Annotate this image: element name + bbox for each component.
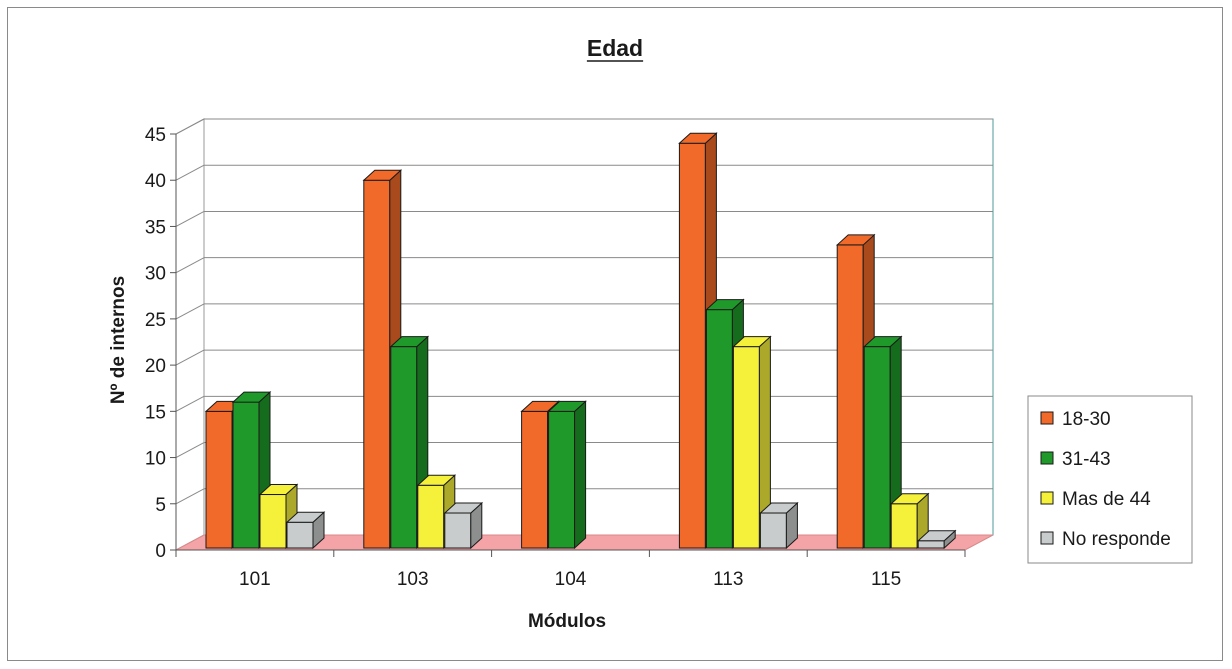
bar-front bbox=[390, 346, 418, 549]
bar-top bbox=[889, 493, 930, 505]
bar-top bbox=[547, 400, 587, 412]
bar-front bbox=[705, 309, 733, 549]
y-tick-label: 0 bbox=[155, 541, 166, 562]
legend-swatch bbox=[1040, 411, 1054, 425]
gridline-side bbox=[175, 488, 205, 505]
bars bbox=[204, 132, 957, 550]
y-tick-label: 5 bbox=[155, 495, 166, 516]
y-tick-label: 30 bbox=[145, 264, 166, 285]
bar-top bbox=[732, 336, 772, 348]
gridline-side bbox=[175, 257, 205, 274]
x-tick-label: 103 bbox=[397, 569, 429, 590]
gridline-side bbox=[175, 164, 205, 181]
x-tick-label: 115 bbox=[871, 569, 901, 590]
bar-top bbox=[443, 502, 484, 514]
bar-front bbox=[678, 142, 706, 549]
bar-front bbox=[521, 410, 549, 549]
bar-top bbox=[416, 474, 457, 486]
legend-item: No responde bbox=[1040, 529, 1171, 550]
x-axis: 101 103 104 113 115 bbox=[175, 549, 966, 590]
legend-label: Mas de 44 bbox=[1062, 489, 1151, 510]
side-wall-panel bbox=[175, 118, 205, 551]
bar bbox=[889, 492, 930, 550]
gridline-side bbox=[175, 303, 205, 320]
bar-front bbox=[444, 512, 472, 549]
bar bbox=[862, 335, 903, 550]
y-tick-label: 20 bbox=[145, 356, 166, 377]
y-axis-title: Nº de internos bbox=[108, 276, 129, 404]
bar-front bbox=[890, 503, 918, 549]
bar-front bbox=[286, 521, 314, 549]
legend-label: No responde bbox=[1062, 529, 1171, 550]
gridline-side bbox=[175, 395, 205, 412]
bar-front bbox=[363, 179, 391, 549]
bar-front bbox=[917, 540, 945, 549]
legend-item: 31-43 bbox=[1040, 449, 1111, 470]
x-tick-label: 104 bbox=[555, 569, 587, 590]
y-tick-label: 25 bbox=[145, 310, 166, 331]
bar bbox=[443, 501, 484, 550]
gridline-side bbox=[175, 118, 205, 135]
bar-top bbox=[520, 400, 560, 412]
bar-front bbox=[259, 494, 287, 549]
y-tick-label: 10 bbox=[145, 449, 166, 470]
bar bbox=[759, 501, 799, 550]
gridline-side bbox=[175, 211, 205, 227]
gridline-side bbox=[175, 442, 205, 458]
bar-front bbox=[205, 410, 233, 549]
y-axis: 0 5 10 15 20 25 30 35 40 45 bbox=[145, 125, 177, 562]
bar-front bbox=[759, 512, 787, 549]
bar bbox=[547, 400, 587, 550]
bar bbox=[732, 335, 772, 550]
gridline-side bbox=[175, 349, 205, 366]
x-tick-label: 113 bbox=[713, 569, 743, 590]
bar-top bbox=[362, 169, 403, 181]
chart-title: Edad bbox=[587, 35, 643, 61]
bar bbox=[285, 511, 326, 550]
x-axis-title: Módulos bbox=[528, 611, 606, 632]
bar-side bbox=[574, 400, 587, 550]
legend-swatch bbox=[1040, 491, 1054, 505]
bar-front bbox=[863, 346, 891, 549]
bar-front bbox=[836, 244, 864, 549]
bar-top bbox=[705, 299, 745, 311]
bar-top bbox=[258, 484, 299, 496]
bar bbox=[916, 529, 957, 550]
bar-top bbox=[835, 234, 876, 246]
bar-top bbox=[759, 502, 799, 514]
y-tick-label: 15 bbox=[145, 402, 166, 423]
bar-front bbox=[417, 484, 445, 549]
legend-label: 18-30 bbox=[1062, 409, 1111, 430]
bar-top bbox=[678, 132, 718, 144]
y-tick-label: 45 bbox=[145, 125, 166, 146]
bar-top bbox=[285, 511, 326, 523]
bar-top bbox=[916, 530, 957, 542]
legend-item: Mas de 44 bbox=[1040, 489, 1151, 510]
y-tick-label: 35 bbox=[145, 217, 166, 238]
bar-front bbox=[548, 410, 576, 549]
bar-top bbox=[389, 336, 430, 348]
legend-label: 31-43 bbox=[1062, 449, 1111, 470]
legend-swatch bbox=[1040, 451, 1054, 465]
x-tick-label: 101 bbox=[239, 569, 271, 590]
legend-item: 18-30 bbox=[1040, 409, 1111, 430]
legend-box bbox=[1027, 395, 1193, 564]
y-tick-label: 40 bbox=[145, 171, 166, 192]
bar-front bbox=[732, 346, 760, 549]
legend-swatch bbox=[1040, 531, 1054, 545]
bar-front bbox=[232, 401, 260, 549]
bar-top bbox=[862, 336, 903, 348]
legend: 18-30 31-43 Mas de 44 No responde bbox=[1027, 395, 1193, 564]
bar-top bbox=[231, 391, 272, 403]
